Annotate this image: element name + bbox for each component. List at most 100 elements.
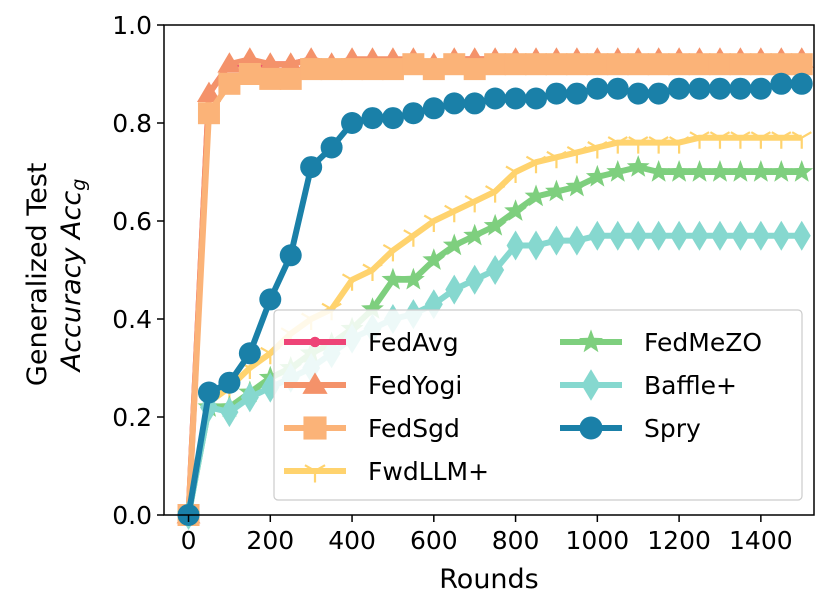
baffle-point (772, 220, 791, 251)
spry-point (586, 77, 609, 100)
fedmezo-point (524, 184, 548, 207)
fedsgd-point (402, 53, 425, 76)
fedsgd-point (259, 67, 282, 90)
spry-point (525, 87, 548, 110)
fedsgd-point (688, 53, 711, 76)
fedsgd-point (218, 72, 241, 95)
legend-label: FedAvg (368, 328, 459, 357)
fedmezo-point (729, 160, 752, 182)
legend-label: FedYogi (368, 371, 462, 400)
legend-swatch-marker (304, 464, 326, 483)
spry-point (218, 371, 241, 394)
fwdllm-point (444, 204, 465, 223)
fedyogi-point (196, 81, 221, 102)
fedsgd-point (197, 102, 220, 125)
fedyogi-point (278, 52, 303, 73)
y-axis-label-line1: Generalized Test (22, 163, 53, 387)
baffle-point (527, 230, 546, 261)
fedsgd-point (443, 53, 466, 76)
spry-point (422, 97, 445, 120)
fedmezo-point (667, 160, 691, 182)
baffle-point (710, 220, 729, 251)
series-spry (177, 72, 813, 526)
spry-point (402, 102, 425, 125)
baffle-point (486, 255, 505, 285)
fedyogi-point (237, 47, 262, 68)
fedsgd-point (422, 58, 445, 81)
legend-item-fwdllm: FwdLLM+ (284, 457, 489, 486)
fedsgd-point (627, 53, 650, 76)
spry-point (443, 92, 466, 115)
fwdllm-point (382, 243, 404, 262)
x-tick-label: 1200 (647, 526, 711, 555)
fedsgd-point (606, 53, 629, 76)
fwdllm-point (607, 136, 628, 154)
baffle-point (690, 220, 709, 251)
fedmezo-point (688, 160, 711, 182)
legend-label: Spry (644, 414, 701, 443)
legend-label: FedMeZO (644, 328, 762, 357)
fwdllm-point (709, 131, 731, 149)
spry-point (790, 72, 813, 95)
spry-point (259, 288, 282, 311)
baffle-point (649, 220, 668, 251)
baffle-point (629, 220, 648, 251)
fwdllm-point (648, 136, 669, 154)
fwdllm-point (791, 131, 812, 149)
fedyogi-point (258, 52, 283, 73)
fwdllm-point (362, 263, 383, 281)
spry-point (361, 107, 384, 130)
x-tick-label: 400 (328, 526, 376, 555)
plot-frame (163, 24, 815, 516)
spry-point (197, 381, 220, 404)
y-tick-label: 0.6 (112, 207, 152, 236)
baffle-point (465, 264, 484, 295)
fedmezo-point (361, 297, 384, 319)
x-axis-label: Rounds (439, 564, 539, 595)
fedsgd-point (320, 58, 343, 81)
baffle-point (751, 220, 770, 251)
y-tick-label: 1.0 (112, 11, 152, 40)
x-tick-label: 1000 (566, 526, 630, 555)
fedsgd-point (668, 53, 691, 76)
legend-item-baffle: Baffle+ (560, 369, 737, 401)
legend-swatch-marker (579, 329, 603, 353)
fedmezo-point (442, 233, 466, 256)
baffle-point (588, 220, 607, 251)
legend-label: FedSgd (368, 414, 460, 443)
baffle-point (608, 220, 627, 251)
fedmezo-point (606, 160, 630, 182)
fwdllm-point (730, 131, 751, 149)
fedsgd-point (381, 58, 404, 81)
spry-point (749, 77, 772, 100)
series-fedsgd (177, 53, 813, 526)
fedmezo-point (769, 160, 793, 182)
fedsgd-point (729, 53, 752, 76)
legend-item-fedmezo: FedMeZO (560, 328, 762, 357)
spry-point (647, 82, 670, 105)
spry-point (341, 112, 364, 134)
spry-point (320, 136, 343, 159)
fwdllm-point (525, 155, 547, 174)
spry-point (729, 77, 752, 100)
fedyogi-point (217, 52, 242, 73)
legend: FedAvg FedYogi FedSgd FwdLLM+ FedMeZO Baffle+… (273, 309, 803, 501)
baffle-point (445, 274, 464, 305)
fwdllm-point (505, 165, 526, 183)
fedsgd-point (238, 63, 261, 85)
fedsgd-point (545, 53, 568, 76)
legend-box (273, 309, 803, 501)
fwdllm-point (628, 136, 649, 154)
fedmezo-point (708, 160, 732, 182)
fedsgd-point (647, 53, 670, 76)
spry-point (484, 87, 507, 110)
fedsgd-point (770, 53, 793, 76)
fwdllm-point (341, 273, 363, 291)
spry-point (770, 72, 793, 95)
fedmezo-point (585, 164, 609, 187)
x-tick-label: 1400 (729, 526, 793, 555)
legend-swatch-marker (581, 369, 601, 401)
fedsgd-point (361, 58, 384, 81)
spry-point (238, 342, 261, 365)
